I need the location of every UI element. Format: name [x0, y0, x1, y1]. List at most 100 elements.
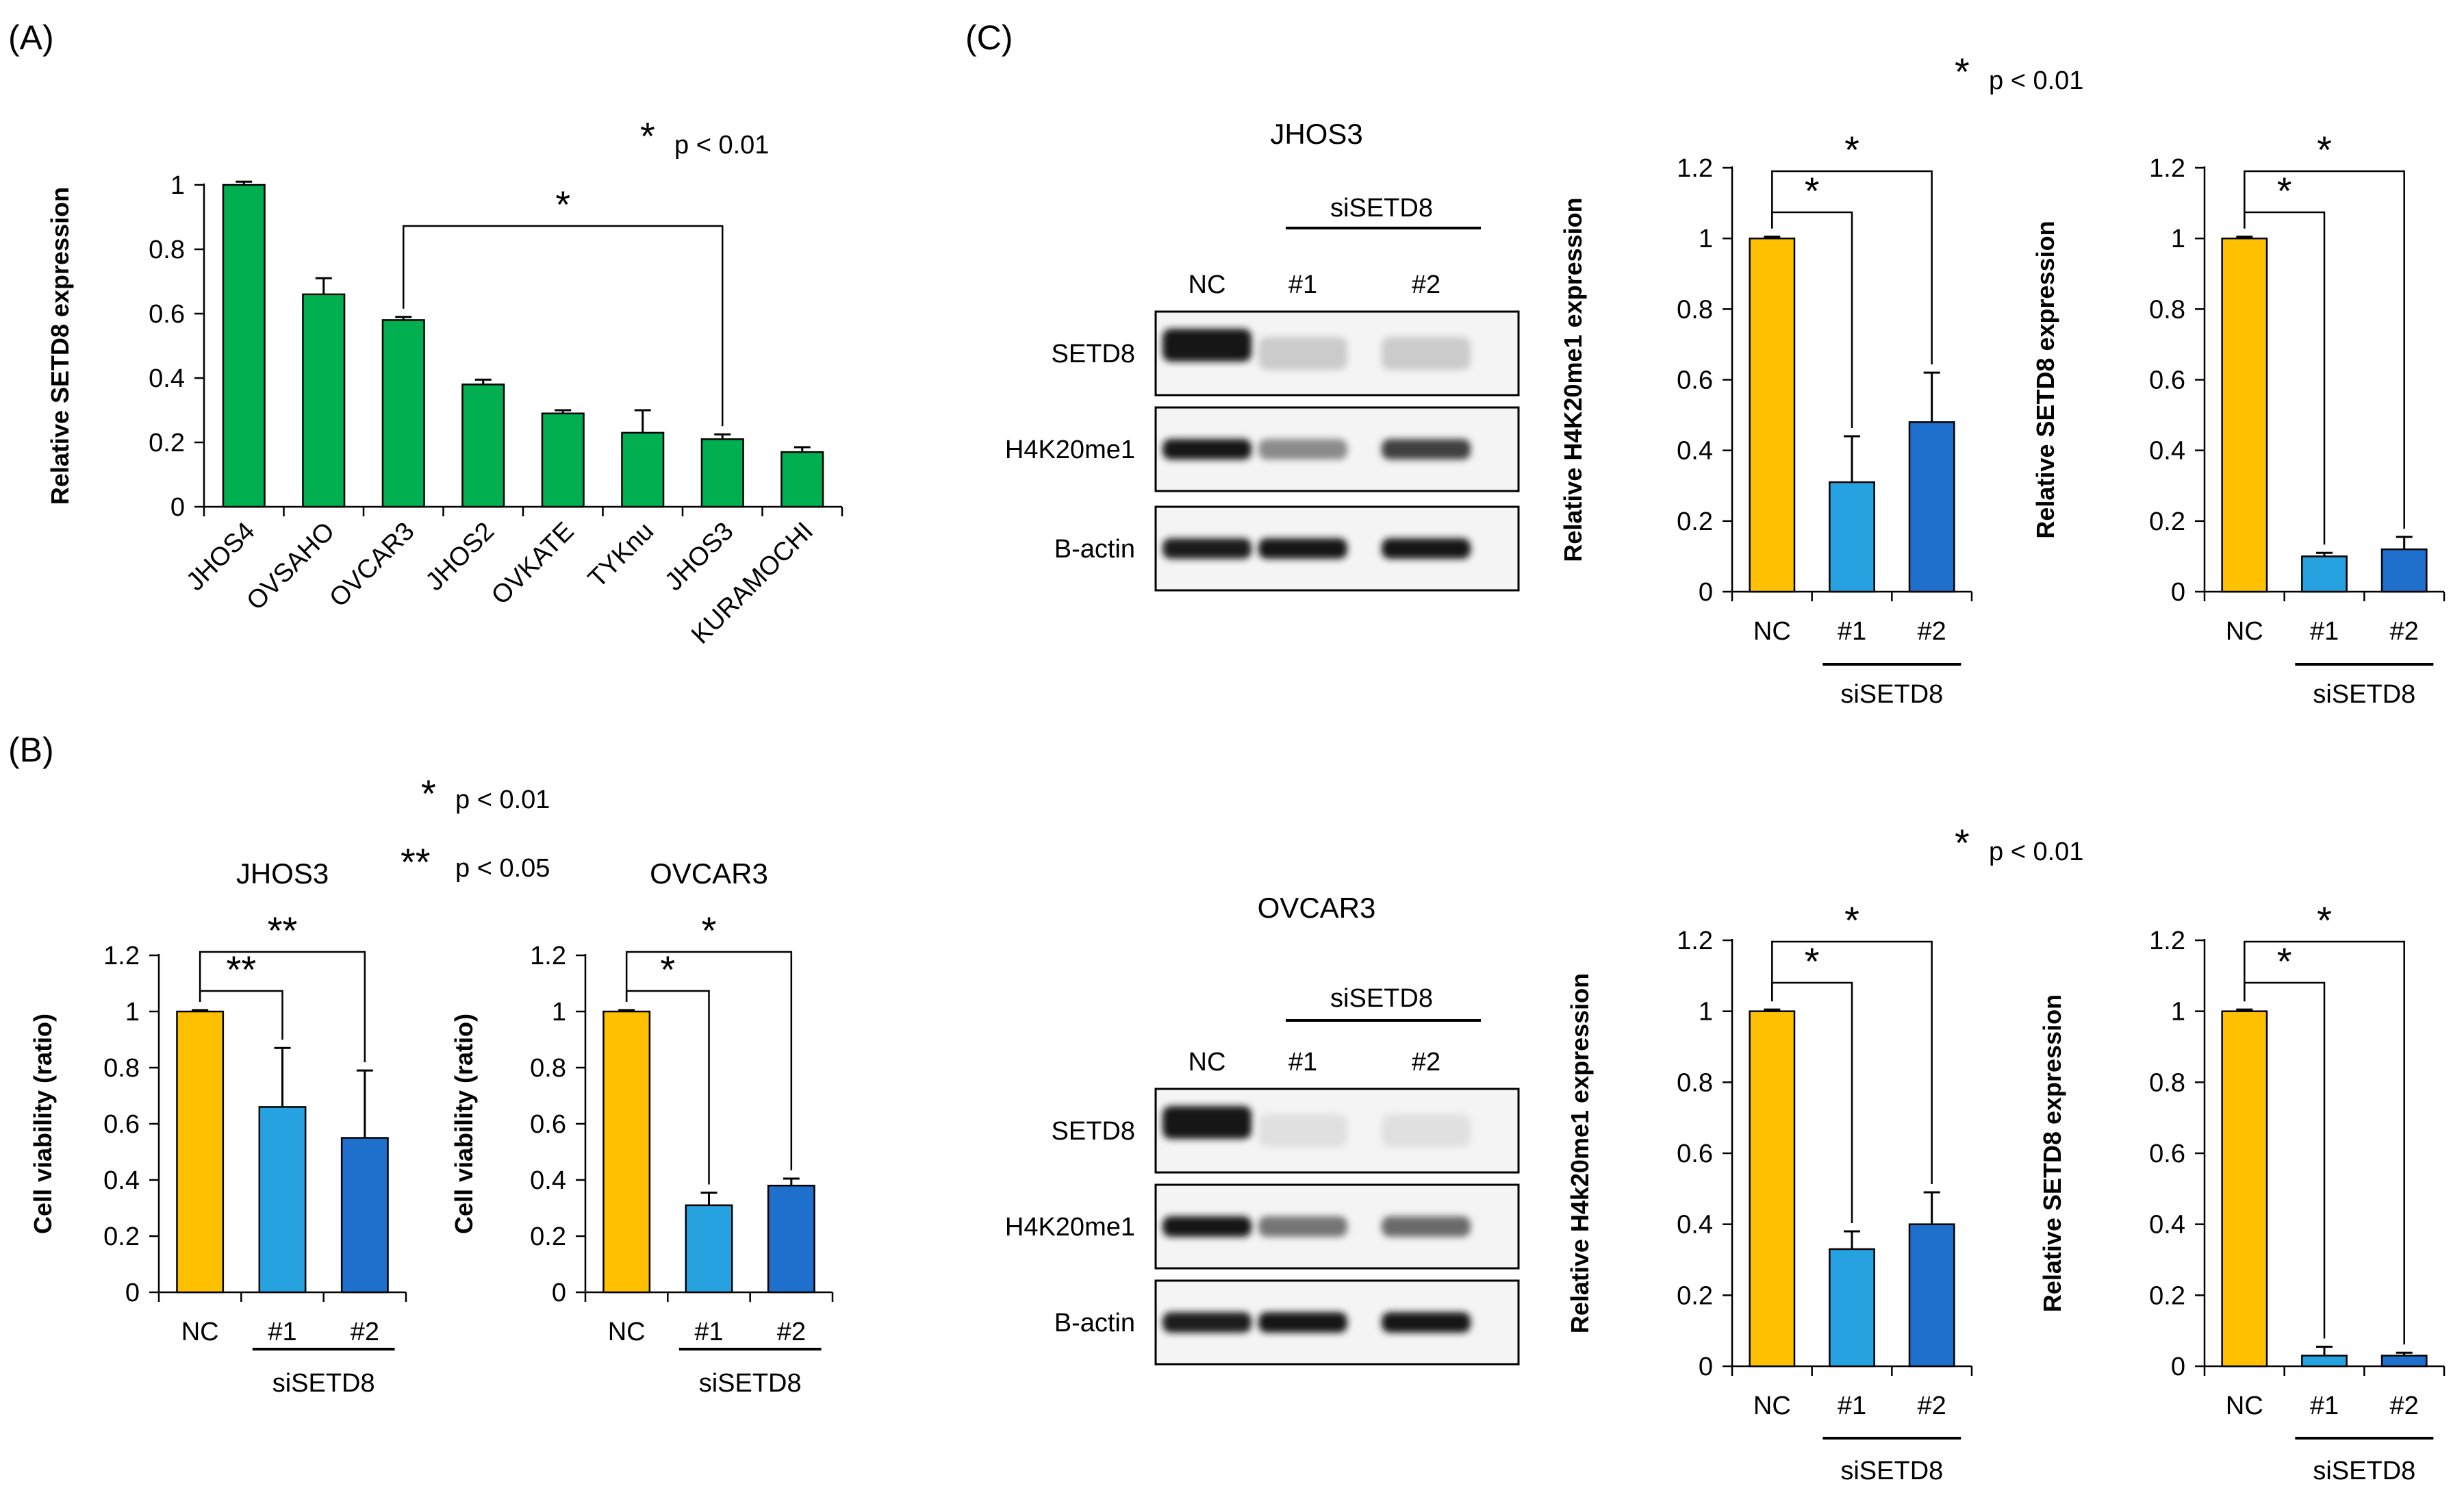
blot-band: [1163, 1106, 1252, 1139]
y-tick-label: 0.8: [149, 236, 185, 264]
y-tick-label: 0: [2171, 578, 2185, 607]
x-tick-label: #1: [1838, 1392, 1866, 1420]
y-tick-label: 0.8: [2149, 295, 2185, 324]
bar-2: [2380, 1355, 2428, 1368]
blot-band: [1163, 1312, 1252, 1333]
bar-1: [2301, 1355, 2348, 1368]
bar-1: [685, 1204, 733, 1294]
blot-band: [1382, 1216, 1471, 1237]
y-tick-label: 0.2: [1677, 507, 1713, 536]
y-tick-label: 1.2: [530, 942, 566, 970]
bar-tyknu: [621, 431, 665, 508]
blot-band: [1163, 329, 1252, 362]
sig-legend-star: *: [421, 772, 436, 815]
y-tick-label: 0.8: [1677, 295, 1713, 324]
bar-jhos2: [461, 384, 505, 508]
blot-band: [1163, 538, 1252, 559]
blot-row-label: B-actin: [1054, 1309, 1135, 1337]
bar-1: [258, 1106, 307, 1294]
y-tick-label: 1.2: [1677, 927, 1713, 955]
bar-nc: [176, 1010, 225, 1294]
bar-nc: [1749, 1010, 1796, 1368]
panel-label-b: (B): [8, 731, 54, 769]
y-tick-label: 0.2: [103, 1222, 140, 1251]
y-tick-label: 0.6: [530, 1110, 566, 1139]
sig-legend-star: *: [1955, 50, 1970, 93]
y-axis-title: Relative H4K20me1 expression: [1559, 197, 1587, 562]
lane-label: #2: [1412, 1048, 1440, 1077]
sig-legend-a: * p < 0.01: [640, 114, 769, 160]
y-tick-label: 1.2: [2149, 927, 2185, 955]
blot-row-label: B-actin: [1054, 535, 1135, 564]
x-tick-label: OVKATE: [486, 517, 580, 611]
chart-c-ovcar3-h4k20me1: 0 0.2 0.4 0.6 0.8 1 1.2 NC #1 #2 Relative H4k20me1…: [1566, 899, 1973, 1485]
y-tick-label: 1: [552, 998, 566, 1027]
significance-star: *: [2317, 128, 2332, 171]
chart-c-jhos3-setd8: 0 0.2 0.4 0.6 0.8 1 1.2 NC #1 #2 Relative SETD8 ex…: [2031, 128, 2446, 709]
lane-label: #2: [1412, 271, 1440, 299]
x-tick-label: NC: [2226, 1392, 2263, 1420]
significance-bracket: [199, 951, 366, 1063]
western-blot-ovcar3: OVCAR3 siSETD8 NC #1 #2 SETD8 H4K20me1 B-actin: [1005, 892, 1520, 1366]
y-axis-title: Relative SETD8 expression: [46, 187, 74, 505]
bar-ovcar3: [381, 319, 425, 508]
bar-kuramochi: [780, 451, 824, 508]
blot-band: [1382, 538, 1471, 559]
y-tick-label: 0.4: [149, 364, 185, 393]
y-tick-label: 0.4: [1677, 1211, 1713, 1240]
sig-legend-text: p < 0.01: [674, 131, 769, 160]
blot-band: [1258, 1312, 1347, 1333]
significance-star: *: [1805, 940, 1820, 983]
chart-b-ovcar3-viability: 0 0.2 0.4 0.6 0.8 1 1.2 NC #1 #2 Cell viability (r…: [450, 857, 834, 1398]
y-tick-label: 0.2: [530, 1222, 566, 1251]
y-axis-title: Cell viability (ratio): [29, 1014, 57, 1234]
y-tick-label: 1: [2171, 998, 2185, 1027]
chart-title: JHOS3: [236, 857, 329, 890]
y-tick-label: 1: [2171, 225, 2185, 253]
blot-row-label: SETD8: [1052, 340, 1135, 368]
y-tick-label: 0: [552, 1279, 566, 1307]
x-tick-label: JHOS3: [659, 517, 739, 596]
y-tick-label: 1.2: [2149, 154, 2185, 183]
y-tick-label: 0.4: [1677, 437, 1713, 466]
y-tick-label: 0.6: [1677, 366, 1713, 395]
bar-nc: [2221, 237, 2268, 593]
x-tick-label: #1: [2310, 617, 2339, 646]
y-tick-label: 0: [170, 493, 185, 522]
bar-2: [2380, 548, 2428, 593]
group-label: siSETD8: [1840, 680, 1943, 709]
x-tick-label: #2: [777, 1318, 806, 1346]
y-tick-label: 0.2: [1677, 1281, 1713, 1310]
blot-title: JHOS3: [1270, 118, 1362, 150]
significance-star: *: [2317, 899, 2332, 942]
y-tick-label: 0.4: [2149, 1211, 2185, 1240]
significance-star: **: [227, 948, 257, 991]
y-tick-label: 0.8: [103, 1054, 140, 1083]
group-label: siSETD8: [2313, 1457, 2415, 1485]
y-tick-label: 0.6: [2149, 366, 2185, 395]
y-axis-title: Relative SETD8 expression: [2031, 221, 2059, 538]
significance-star: *: [1805, 169, 1820, 212]
x-tick-label: NC: [2226, 617, 2263, 646]
bar-jhos4: [222, 184, 266, 508]
x-tick-label: #1: [1838, 617, 1866, 646]
western-blot-jhos3: JHOS3 siSETD8 NC #1 #2 SETD8 H4K20me1 B-actin: [1005, 118, 1520, 592]
significance-bracket: [2244, 940, 2405, 1345]
sig-legend-text: p < 0.01: [1989, 66, 2083, 95]
bar-ovsaho: [302, 293, 346, 508]
blot-band: [1382, 1312, 1471, 1333]
x-tick-label: #2: [2390, 617, 2419, 646]
bar-1: [1829, 1248, 1875, 1368]
bar-nc: [2221, 1010, 2268, 1368]
x-tick-label: NC: [1753, 1392, 1791, 1420]
x-tick-label: #2: [2390, 1392, 2419, 1420]
sig-legend-text: p < 0.05: [455, 854, 550, 883]
lane-label: NC: [1189, 271, 1226, 299]
y-tick-label: 0.6: [149, 300, 185, 329]
significance-star: *: [1844, 899, 1859, 942]
y-axis-title: Relative H4k20me1 expression: [1566, 973, 1594, 1333]
y-tick-label: 0: [125, 1279, 140, 1307]
blot-band: [1258, 1114, 1347, 1147]
y-tick-label: 0.2: [2149, 507, 2185, 536]
